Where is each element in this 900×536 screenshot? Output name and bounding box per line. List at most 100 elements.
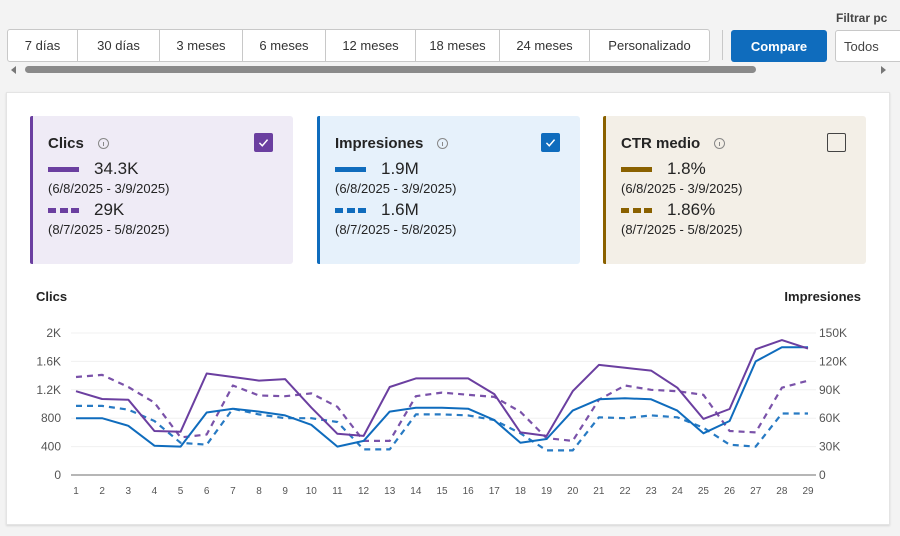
dashed-line-legend-icon (335, 207, 366, 213)
x-axis-tick: 6 (204, 486, 210, 497)
previous-period-row: 1.6M (335, 200, 580, 219)
dashed-line-legend-icon (621, 207, 652, 213)
left-axis-tick: 0 (54, 468, 61, 482)
scroll-right-arrow-icon[interactable] (881, 66, 886, 74)
right-axis-tick: 90K (819, 383, 840, 397)
x-axis-tick: 12 (358, 486, 370, 497)
current-value: 1.8% (667, 159, 706, 178)
right-axis-tick: 60K (819, 411, 840, 425)
x-axis-tick: 7 (230, 486, 236, 497)
left-axis-tick: 400 (41, 440, 61, 454)
x-axis-tick: 14 (410, 486, 422, 497)
current-date-range: (6/8/2025 - 3/9/2025) (48, 181, 170, 196)
card-title: Impresiones (335, 134, 580, 152)
current-period-row: 1.8% (621, 159, 866, 178)
x-axis-tick: 5 (178, 486, 184, 497)
info-icon[interactable] (97, 137, 109, 149)
card-accent-bar (317, 116, 320, 264)
x-axis-tick: 1 (73, 486, 79, 497)
solid-line-legend-icon (48, 166, 79, 172)
metric-card-ctr-medio[interactable]: CTR medio 1.8% (6/8/2025 - 3/9/2025) 1.86% (… (603, 116, 866, 264)
metric-card-clics[interactable]: Clics 34.3K (6/8/2025 - 3/9/2025) 29K (8/7/2… (30, 116, 293, 264)
x-axis-tick: 26 (724, 486, 736, 497)
range-tab-24-meses[interactable]: 24 meses (500, 30, 590, 61)
x-axis-tick: 16 (463, 486, 475, 497)
dashed-line-legend-icon (48, 207, 79, 213)
right-axis-tick: 120K (819, 354, 847, 368)
current-period-row: 34.3K (48, 159, 293, 178)
date-range-toolbar: 7 días 30 días 3 meses 6 meses 12 meses 18 me… (0, 0, 900, 80)
horizontal-scrollbar[interactable] (7, 64, 889, 76)
filter-dropdown[interactable]: Todos (835, 30, 900, 62)
previous-value: 1.86% (667, 200, 716, 219)
checkmark-icon (545, 139, 556, 147)
card-title: CTR medio (621, 134, 866, 152)
left-axis-tick: 2K (46, 326, 61, 340)
metric-checkbox[interactable] (827, 133, 846, 152)
right-axis-title: Impresiones (784, 289, 861, 304)
series-line-clics-previous (75, 373, 809, 442)
scrollbar-thumb[interactable] (25, 66, 756, 73)
solid-line-legend-icon (335, 166, 366, 172)
range-tab-12-meses[interactable]: 12 meses (326, 30, 416, 61)
series-line-clics-current (75, 339, 809, 437)
x-axis-tick: 10 (306, 486, 318, 497)
previous-date-range: (8/7/2025 - 5/8/2025) (48, 222, 170, 237)
right-axis-tick: 0 (819, 468, 826, 482)
x-axis-tick: 24 (672, 486, 684, 497)
left-axis-tick: 1.2K (36, 383, 61, 397)
x-axis-tick: 8 (256, 486, 262, 497)
x-axis-tick: 4 (152, 486, 158, 497)
previous-date-range: (8/7/2025 - 5/8/2025) (621, 222, 743, 237)
x-axis-tick: 13 (384, 486, 396, 497)
x-axis-tick: 25 (698, 486, 710, 497)
x-axis-tick: 9 (282, 486, 288, 497)
series-line-impresiones-previous (76, 404, 808, 452)
metric-checkbox[interactable] (254, 133, 273, 152)
range-tab-personalizado[interactable]: Personalizado (608, 38, 691, 53)
x-axis-tick: 23 (646, 486, 658, 497)
current-value: 1.9M (381, 159, 419, 178)
series-line-impresiones-current (76, 346, 808, 448)
filter-label: Filtrar pc (836, 11, 888, 25)
range-tab-3-meses[interactable]: 3 meses (160, 30, 243, 61)
metric-card-impresiones[interactable]: Impresiones 1.9M (6/8/2025 - 3/9/2025) 1.6M… (317, 116, 580, 264)
x-axis-tick: 27 (750, 486, 762, 497)
info-icon[interactable] (437, 137, 449, 149)
x-axis-tick: 11 (332, 486, 343, 497)
range-tab-18-meses[interactable]: 18 meses (416, 30, 500, 61)
previous-value: 29K (94, 200, 125, 219)
range-tab-6-meses[interactable]: 6 meses (243, 30, 326, 61)
x-axis-tick: 3 (126, 486, 132, 497)
x-axis-tick: 20 (567, 486, 579, 497)
x-axis-tick: 29 (802, 486, 814, 497)
card-accent-bar (603, 116, 606, 264)
x-axis-tick: 15 (436, 486, 448, 497)
current-value: 34.3K (94, 159, 139, 178)
performance-panel: Clics 34.3K (6/8/2025 - 3/9/2025) 29K (8/7/2… (6, 92, 890, 525)
date-range-tabs: 7 días 30 días 3 meses 6 meses 12 meses 18 me… (7, 29, 710, 62)
info-icon[interactable] (714, 137, 726, 149)
card-accent-bar (30, 116, 33, 264)
x-axis-tick: 19 (541, 486, 553, 497)
scroll-left-arrow-icon[interactable] (11, 66, 16, 74)
compare-button[interactable]: Compare (731, 30, 827, 62)
left-axis-tick: 800 (41, 411, 61, 425)
range-tab-7-días[interactable]: 7 días (8, 30, 78, 61)
x-axis-tick: 17 (489, 486, 501, 497)
x-axis-tick: 18 (515, 486, 527, 497)
previous-period-row: 1.86% (621, 200, 866, 219)
metric-checkbox[interactable] (541, 133, 560, 152)
left-axis-tick: 1.6K (36, 354, 61, 368)
left-axis-title: Clics (36, 289, 68, 304)
current-date-range: (6/8/2025 - 3/9/2025) (621, 181, 743, 196)
x-axis-tick: 22 (619, 486, 631, 497)
solid-line-legend-icon (621, 166, 652, 172)
checkmark-icon (258, 139, 269, 147)
toolbar-divider (722, 30, 723, 60)
previous-period-row: 29K (48, 200, 293, 219)
previous-value: 1.6M (381, 200, 419, 219)
range-tab-30-días[interactable]: 30 días (78, 30, 160, 61)
card-title: Clics (48, 134, 293, 152)
